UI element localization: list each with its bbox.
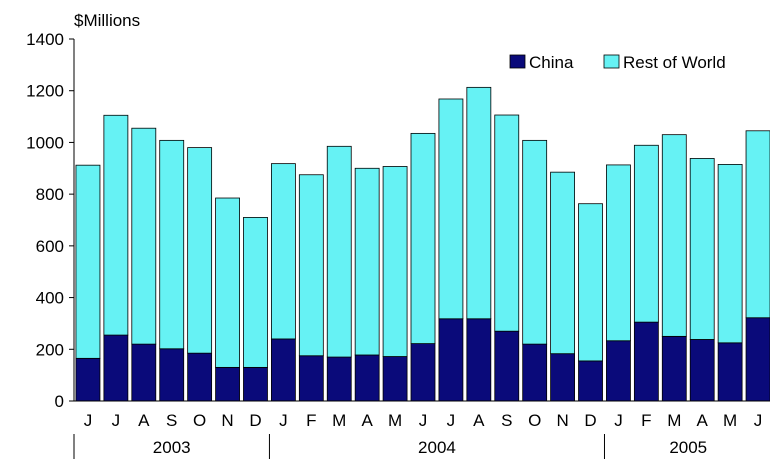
bar-china-6 <box>243 366 268 402</box>
y-tick-labels: 0 200 400 600 800 1000 1200 1400 <box>26 30 64 411</box>
bar-china-20 <box>633 321 659 402</box>
bar-rest-of-world-24 <box>745 130 770 319</box>
bar-china-5 <box>215 366 240 402</box>
bar-rest-of-world-18 <box>578 203 603 362</box>
x-tick-label: M <box>667 411 681 430</box>
y-axis-unit-label: $Millions <box>74 11 140 30</box>
bar-china-16 <box>522 343 548 402</box>
y-tick-label: 1400 <box>26 30 64 49</box>
legend-swatch-rest-of-world <box>603 54 620 69</box>
bar-china-21 <box>661 335 687 402</box>
y-tick-label: 800 <box>36 185 64 204</box>
bar-rest-of-world-21 <box>661 134 687 337</box>
x-tick-label: F <box>641 411 651 430</box>
year-label: 2005 <box>669 438 707 457</box>
x-tick-label: O <box>193 411 206 430</box>
bar-rest-of-world-16 <box>522 139 548 345</box>
bar-china-3 <box>159 348 185 402</box>
bar-rest-of-world-10 <box>354 167 380 356</box>
x-tick-label: J <box>84 411 93 430</box>
y-tick-label: 200 <box>36 340 64 359</box>
legend-label-rest-of-world: Rest of World <box>623 53 726 72</box>
bar-rest-of-world-8 <box>298 174 324 357</box>
bar-china-0 <box>75 357 101 402</box>
x-tick-label: J <box>279 411 288 430</box>
year-label: 2003 <box>153 438 191 457</box>
bar-rest-of-world-23 <box>717 164 743 344</box>
legend-label-china: China <box>529 53 574 72</box>
x-tick-label: M <box>723 411 737 430</box>
year-label: 2004 <box>418 438 456 457</box>
bar-rest-of-world-5 <box>215 197 240 368</box>
bar-rest-of-world-4 <box>187 147 213 354</box>
bar-rest-of-world-13 <box>438 98 464 320</box>
x-tick-label: A <box>697 411 709 430</box>
x-tick-label: J <box>754 411 763 430</box>
bar-china-24 <box>745 317 770 402</box>
bars <box>75 86 770 402</box>
bar-rest-of-world-1 <box>103 114 129 336</box>
x-tick-label: J <box>614 411 623 430</box>
legend: China Rest of World <box>509 53 726 72</box>
bar-china-15 <box>494 330 520 402</box>
bar-rest-of-world-0 <box>75 164 101 359</box>
x-year-labels: 2003 2004 2005 <box>73 434 707 459</box>
bar-china-7 <box>270 338 296 402</box>
bar-rest-of-world-11 <box>382 166 408 357</box>
x-tick-label: J <box>447 411 456 430</box>
x-tick-label: F <box>306 411 316 430</box>
y-tick-label: 400 <box>36 289 64 308</box>
x-tick-label: S <box>166 411 177 430</box>
bar-rest-of-world-22 <box>689 158 715 340</box>
y-tick-label: 1200 <box>26 82 64 101</box>
bar-rest-of-world-17 <box>550 171 575 355</box>
bar-china-4 <box>187 352 213 402</box>
bar-rest-of-world-3 <box>159 139 185 350</box>
x-tick-label: A <box>473 411 485 430</box>
x-tick-label: D <box>249 411 261 430</box>
bar-rest-of-world-15 <box>494 114 520 332</box>
x-tick-label: J <box>419 411 428 430</box>
x-tick-label: D <box>584 411 596 430</box>
bar-china-10 <box>354 354 380 402</box>
x-tick-label: J <box>112 411 121 430</box>
bar-rest-of-world-9 <box>326 145 352 358</box>
x-tick-label: N <box>221 411 233 430</box>
bar-china-14 <box>466 318 492 402</box>
bar-china-13 <box>438 318 464 402</box>
bar-china-17 <box>550 353 575 402</box>
bar-rest-of-world-20 <box>633 144 659 323</box>
bar-china-18 <box>578 360 603 402</box>
bar-rest-of-world-14 <box>466 86 492 320</box>
x-tick-label: A <box>138 411 150 430</box>
bar-rest-of-world-2 <box>131 127 157 345</box>
bar-china-23 <box>717 342 743 402</box>
y-tick-label: 600 <box>36 237 64 256</box>
bar-china-8 <box>298 355 324 402</box>
bar-rest-of-world-6 <box>243 217 268 368</box>
axes <box>69 38 770 402</box>
x-tick-label: S <box>501 411 512 430</box>
bar-china-9 <box>326 356 352 402</box>
x-tick-label: M <box>332 411 346 430</box>
legend-swatch-china <box>509 54 526 69</box>
y-tick-label: 0 <box>55 392 64 411</box>
x-tick-label: A <box>361 411 373 430</box>
bar-china-2 <box>131 343 157 402</box>
bar-rest-of-world-7 <box>270 163 296 340</box>
x-tick-label: M <box>388 411 402 430</box>
y-tick-label: 1000 <box>26 133 64 152</box>
bar-rest-of-world-12 <box>410 132 436 345</box>
bar-china-1 <box>103 334 129 402</box>
bar-china-12 <box>410 343 436 402</box>
x-tick-label: N <box>556 411 568 430</box>
bar-china-11 <box>382 356 408 402</box>
x-tick-label: O <box>528 411 541 430</box>
bar-china-22 <box>689 339 715 402</box>
bar-rest-of-world-19 <box>606 164 631 342</box>
bar-china-19 <box>606 340 631 402</box>
